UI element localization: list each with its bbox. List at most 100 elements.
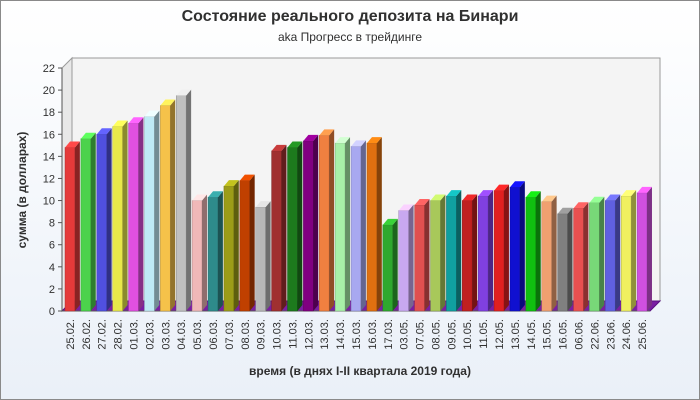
bar-front bbox=[557, 213, 568, 312]
y-tick-label: 0 bbox=[49, 306, 55, 318]
x-tick-label: 01.03. bbox=[129, 319, 141, 350]
x-tick-label: 03.05. bbox=[399, 319, 411, 350]
bar-top bbox=[541, 195, 557, 202]
y-tick-label: 12 bbox=[43, 173, 55, 185]
bar-side bbox=[599, 196, 605, 311]
bar-top bbox=[478, 190, 494, 197]
bar bbox=[207, 191, 223, 312]
bar-side bbox=[360, 140, 366, 311]
bar-top bbox=[96, 128, 112, 135]
y-tick-label: 8 bbox=[49, 218, 55, 230]
bar-front bbox=[319, 135, 330, 312]
x-axis-label: время (в днях I-II квартала 2019 года) bbox=[249, 364, 471, 378]
bar-front bbox=[144, 116, 155, 312]
bar bbox=[477, 190, 494, 312]
bar bbox=[334, 137, 351, 312]
x-tick-label: 07.05. bbox=[415, 319, 427, 350]
x-tick-label: 11.03. bbox=[287, 319, 299, 349]
bar bbox=[128, 117, 144, 312]
bar-side bbox=[519, 181, 525, 311]
x-tick-label: 14.05. bbox=[526, 319, 538, 350]
bar-front bbox=[398, 210, 409, 312]
bar bbox=[573, 202, 589, 312]
bar-top bbox=[287, 141, 303, 148]
bar bbox=[160, 99, 176, 312]
bar bbox=[350, 140, 366, 312]
bar-front bbox=[620, 195, 632, 312]
x-tick-label: 25.02. bbox=[65, 319, 77, 350]
bar bbox=[541, 195, 557, 312]
bar-top bbox=[446, 190, 462, 197]
bar-top bbox=[271, 144, 287, 151]
y-tick-label: 14 bbox=[43, 151, 55, 163]
bar-top bbox=[144, 110, 160, 117]
bar bbox=[287, 141, 303, 312]
y-tick-label: 2 bbox=[49, 284, 55, 296]
bar-side bbox=[186, 89, 192, 311]
bar bbox=[191, 194, 208, 312]
bar bbox=[589, 196, 605, 312]
bar bbox=[430, 194, 446, 312]
bar bbox=[509, 181, 525, 312]
bar bbox=[239, 174, 255, 312]
bar-top bbox=[192, 194, 208, 201]
bar-side bbox=[74, 141, 80, 311]
bar-top bbox=[351, 140, 366, 147]
bar-side bbox=[329, 129, 335, 311]
bar-front bbox=[96, 134, 107, 312]
bar-top bbox=[239, 174, 255, 181]
bar-side bbox=[217, 191, 223, 311]
x-tick-label: 23.06. bbox=[605, 319, 617, 350]
x-tick-label: 10.05. bbox=[462, 319, 474, 350]
x-tick-label: 15.03. bbox=[351, 319, 363, 350]
bar-front bbox=[255, 206, 266, 312]
bar-front bbox=[287, 147, 298, 312]
bar-side bbox=[424, 198, 430, 311]
bar-top bbox=[430, 194, 446, 201]
bar bbox=[605, 194, 621, 312]
bar-front bbox=[112, 126, 123, 312]
x-tick-label: 25.06. bbox=[637, 319, 649, 350]
bar-top bbox=[494, 184, 509, 191]
bar-top bbox=[605, 194, 621, 201]
bar-side bbox=[488, 190, 494, 311]
bar-front bbox=[509, 187, 521, 312]
bar-top bbox=[255, 201, 271, 208]
bar bbox=[223, 180, 239, 312]
bar-front bbox=[462, 200, 473, 312]
bar-side bbox=[154, 110, 160, 311]
bar bbox=[366, 137, 382, 312]
bar-side bbox=[646, 186, 652, 311]
x-tick-label: 03.03. bbox=[160, 319, 172, 350]
bar-front bbox=[207, 196, 219, 312]
bar-front bbox=[239, 180, 250, 312]
bar-top bbox=[176, 89, 192, 96]
bar-side bbox=[345, 137, 351, 311]
y-tick-label: 6 bbox=[49, 240, 55, 252]
bar-front bbox=[430, 200, 441, 312]
bar-top bbox=[160, 99, 176, 106]
bar-top bbox=[525, 191, 541, 198]
bar-side bbox=[456, 190, 462, 311]
bar-side bbox=[631, 190, 637, 311]
bar-front bbox=[636, 192, 648, 312]
bar bbox=[525, 191, 541, 312]
x-tick-label: 12.03. bbox=[303, 319, 315, 350]
bar bbox=[493, 184, 509, 312]
bar-side bbox=[233, 180, 239, 311]
bar-front bbox=[605, 200, 616, 312]
bar-top bbox=[80, 132, 96, 139]
bar-front bbox=[271, 150, 282, 312]
bar-top bbox=[112, 120, 128, 127]
bar-side bbox=[551, 195, 557, 311]
bar-side bbox=[281, 144, 287, 311]
bar-front bbox=[382, 224, 393, 312]
bar-side bbox=[392, 218, 398, 311]
x-tick-label: 02.03. bbox=[144, 319, 156, 350]
bar bbox=[303, 134, 319, 312]
bar-front bbox=[493, 190, 505, 312]
bar bbox=[96, 128, 112, 312]
bar bbox=[112, 120, 128, 312]
x-tick-label: 17.03. bbox=[383, 319, 395, 350]
bar bbox=[176, 89, 192, 312]
